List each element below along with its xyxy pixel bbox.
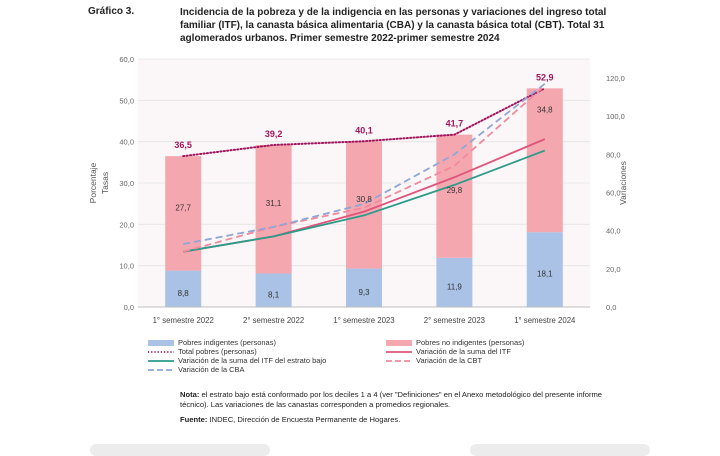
bars (165, 88, 563, 307)
legend-label: Total pobres (personas) (178, 347, 257, 356)
bar-no-indigentes (346, 141, 382, 269)
legend-swatch (386, 360, 412, 362)
left-axis-title: Porcentaje (88, 162, 98, 203)
bar-indigentes (436, 257, 473, 307)
category-label: 1° semestre 2024 (514, 316, 576, 325)
note-text: el estrato bajo está conformado por los … (180, 390, 603, 409)
left-tick-label: 50,0 (119, 96, 134, 105)
line-total-pobres-personas- (182, 87, 546, 158)
legend-swatch (386, 351, 412, 353)
legend-label: Variación de la CBT (416, 356, 483, 365)
bar-value-label: 8,8 (178, 289, 190, 298)
right-tick-label: 0,0 (606, 303, 616, 312)
bar-value-label: 29,8 (447, 186, 463, 195)
note-label: Nota: (180, 390, 200, 399)
bar-indigentes (165, 270, 202, 307)
chart-note: Nota: el estrato bajo está conformado po… (180, 390, 620, 410)
left-tick-label: 60,0 (119, 55, 134, 64)
line-variaci-n-de-la-suma-del-itf-del-estrato-bajo (183, 149, 546, 253)
bar-indigentes (255, 273, 292, 307)
bar-no-indigentes (165, 156, 202, 271)
right-tick-label: 20,0 (606, 265, 621, 274)
left-tick-label: 40,0 (119, 138, 134, 147)
gridlines (138, 58, 590, 267)
line-variaci-n-de-la-cba (183, 83, 546, 245)
legend-swatch (148, 340, 174, 346)
bar-no-indigentes (436, 134, 473, 258)
legend-swatch (148, 369, 174, 371)
figure-number: Gráfico 3. (88, 6, 135, 17)
data-labels: 8,8 27,7 8,1 31,1 9,3 30,8 11,9 29,8 18,1 34,8 36,… (174, 72, 553, 299)
bar-value-label: 27,7 (175, 203, 191, 212)
legend-label: Variación de la suma del ITF del estrato… (178, 356, 327, 365)
total-pobres-label: 36,5 (174, 140, 192, 150)
right-tick-label: 120,0 (606, 74, 625, 83)
left-tick-label: 20,0 (119, 220, 134, 229)
bottom-shadow-left (90, 444, 270, 456)
legend-swatch (148, 351, 174, 353)
category-label: 2° semestre 2022 (243, 316, 304, 325)
total-pobres-label: 39,2 (265, 129, 283, 139)
legend-swatch (386, 340, 412, 346)
bar-indigentes (526, 232, 563, 307)
series-lines (182, 83, 546, 253)
right-tick-label: 100,0 (606, 112, 625, 121)
total-pobres-label: 52,9 (536, 72, 554, 82)
category-label: 1° semestre 2023 (333, 316, 394, 325)
bar-value-label: 8,1 (268, 290, 280, 299)
legend-label: Pobres no indigentes (personas) (416, 338, 525, 347)
category-label: 1° semestre 2022 (153, 316, 214, 325)
bottom-shadow-right (470, 444, 650, 456)
total-pobres-label: 41,7 (446, 119, 464, 129)
axes: 0,0 10,0 20,0 30,0 40,0 50,0 60,0 0,0 20,0 40,0 60… (88, 55, 628, 325)
total-pobres-label: 40,1 (355, 125, 373, 135)
chart-source: Fuente: INDEC, Dirección de Encuesta Per… (180, 415, 620, 424)
bar-value-label: 9,3 (358, 288, 370, 297)
left-tick-label: 30,0 (119, 179, 134, 188)
legend-swatch (148, 360, 174, 362)
bar-value-label: 30,8 (356, 195, 372, 204)
bar-no-indigentes (255, 144, 292, 274)
right-tick-label: 40,0 (606, 227, 621, 236)
category-label: 2° semestre 2023 (424, 316, 485, 325)
bar-value-label: 18,1 (537, 270, 553, 279)
bar-value-label: 31,1 (266, 199, 282, 208)
bar-value-label: 34,8 (537, 105, 553, 114)
bar-indigentes (346, 268, 382, 307)
right-tick-label: 80,0 (606, 150, 621, 159)
bar-no-indigentes (526, 88, 563, 233)
left-tick-label: 0,0 (124, 303, 134, 312)
source-text: INDEC, Dirección de Encuesta Permanente … (209, 415, 401, 424)
legend-label: Pobres indigentes (personas) (178, 338, 276, 347)
left-axis-subtitle: Tasas (100, 172, 110, 194)
legend-label: Variación de la CBA (178, 365, 245, 374)
bar-value-label: 11,9 (447, 282, 463, 291)
chart-title: Incidencia de la pobreza y de la indigen… (180, 7, 607, 44)
legend-label: Variación de la suma del ITF (416, 347, 511, 356)
right-tick-label: 60,0 (606, 189, 621, 198)
left-tick-label: 10,0 (119, 262, 134, 271)
right-axis-title: Variaciones (618, 161, 628, 205)
source-label: Fuente: (180, 415, 208, 424)
chart-canvas: 0,0 10,0 20,0 30,0 40,0 50,0 60,0 0,0 20,0 40,0 60… (88, 55, 628, 325)
